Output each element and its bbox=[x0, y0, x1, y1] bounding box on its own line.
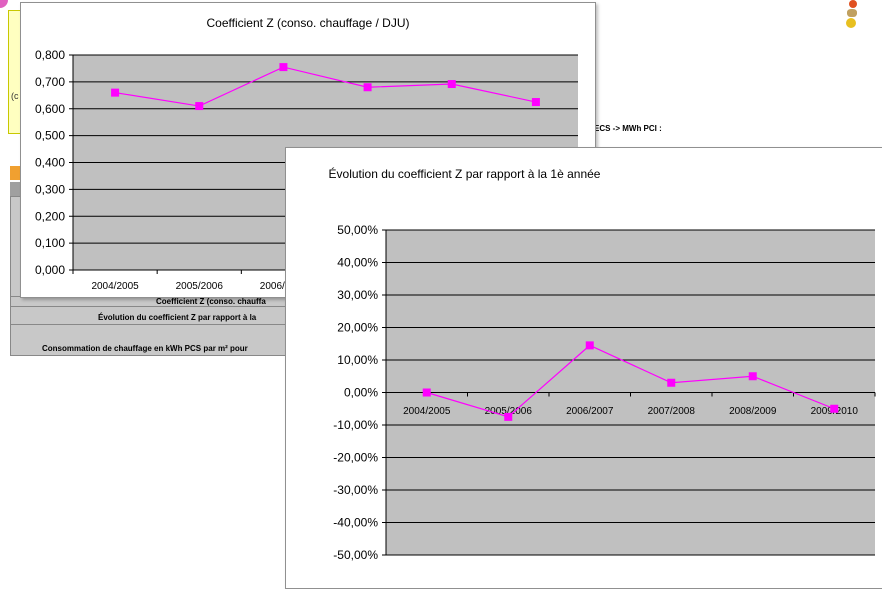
chart1-y-tick-label: 0,500 bbox=[35, 129, 65, 143]
chart2-data-point[interactable] bbox=[830, 404, 839, 413]
chart2-y-tick-label: 20,00% bbox=[337, 321, 378, 335]
chart1-y-tick-label: 0,300 bbox=[35, 182, 65, 196]
chart2-y-tick-label: -30,00% bbox=[333, 483, 378, 497]
chart2-data-point[interactable] bbox=[422, 388, 431, 397]
chart1-data-point[interactable] bbox=[195, 102, 204, 111]
table-row-divider bbox=[10, 306, 300, 307]
ecs-mwh-label: ECS -> MWh PCI : bbox=[594, 124, 662, 133]
chart1-y-tick-label: 0,600 bbox=[35, 102, 65, 116]
chart1-data-point[interactable] bbox=[447, 80, 456, 89]
chart2-data-point[interactable] bbox=[585, 341, 594, 350]
chart1-x-tick-label: 2005/2006 bbox=[176, 281, 224, 292]
chart2-y-tick-label: 50,00% bbox=[337, 223, 378, 237]
chart2-data-point[interactable] bbox=[504, 412, 513, 421]
chart1-y-tick-label: 0,200 bbox=[35, 209, 65, 223]
chart2-title: Évolution du coefficient Z par rapport à… bbox=[328, 167, 601, 181]
chart2-x-tick-label: 2004/2005 bbox=[403, 406, 451, 417]
chart2-y-tick-label: 10,00% bbox=[337, 353, 378, 367]
chart2-data-point[interactable] bbox=[667, 378, 676, 387]
chart-evolution-z[interactable]: Évolution du coefficient Z par rapport à… bbox=[285, 147, 882, 589]
chart2-svg: -50,00% -40,00% -30,00% -20,00% -10,00% 0,00%… bbox=[333, 223, 876, 562]
selection-handle bbox=[0, 0, 8, 8]
chart2-y-tick-label: -10,00% bbox=[333, 418, 378, 432]
chart1-y-tick-label: 0,100 bbox=[35, 236, 65, 250]
chart2-data-point[interactable] bbox=[748, 372, 757, 381]
chart2-y-tick-label: -20,00% bbox=[333, 451, 378, 465]
chart2-y-tick-label: -40,00% bbox=[333, 516, 378, 530]
chart2-x-tick-label: 2006/2007 bbox=[566, 406, 614, 417]
chart1-data-point[interactable] bbox=[111, 88, 120, 97]
chart1-series-line bbox=[114, 66, 537, 107]
chart2-x-tick-label: 2008/2009 bbox=[729, 406, 777, 417]
table-row-label-z: Coefficient Z (conso. chauffa bbox=[156, 297, 266, 306]
chart1-y-tick-label: 0,400 bbox=[35, 156, 65, 170]
chart1-data-point[interactable] bbox=[531, 98, 540, 107]
table-row-divider bbox=[10, 324, 300, 325]
chart2-x-tick-label: 2005/2006 bbox=[485, 406, 533, 417]
chart1-x-tick-label: 2006/2007 bbox=[260, 281, 308, 292]
notification-icon[interactable] bbox=[849, 0, 857, 8]
chart2-y-tick-label: 40,00% bbox=[337, 256, 378, 270]
cookie-icon bbox=[847, 9, 857, 17]
chart1-data-point[interactable] bbox=[363, 83, 372, 92]
table-row-label-evolution: Évolution du coefficient Z par rapport à… bbox=[98, 313, 257, 322]
chart1-data-point[interactable] bbox=[279, 63, 288, 72]
chart1-y-tick-label: 0,000 bbox=[35, 263, 65, 277]
chart2-y-tick-label: -50,00% bbox=[333, 548, 378, 562]
smiley-icon[interactable] bbox=[846, 18, 856, 28]
chart1-y-tick-label: 0,800 bbox=[35, 48, 65, 62]
chart2-y-tick-label: 0,00% bbox=[344, 386, 378, 400]
chart1-x-tick-label: 2004/2005 bbox=[91, 281, 139, 292]
chart2-x-tick-label: 2007/2008 bbox=[648, 406, 696, 417]
chart1-y-tick-label: 0,700 bbox=[35, 75, 65, 89]
chart1-title: Coefficient Z (conso. chauffage / DJU) bbox=[206, 16, 410, 30]
corner-icon-group[interactable] bbox=[843, 0, 859, 28]
yellow-note-text: (c bbox=[11, 91, 19, 101]
table-row-label-consumption: Consommation de chauffage en kWh PCS par… bbox=[42, 344, 248, 353]
chart2-series-line bbox=[426, 344, 835, 418]
chart2-y-tick-label: 30,00% bbox=[337, 288, 378, 302]
